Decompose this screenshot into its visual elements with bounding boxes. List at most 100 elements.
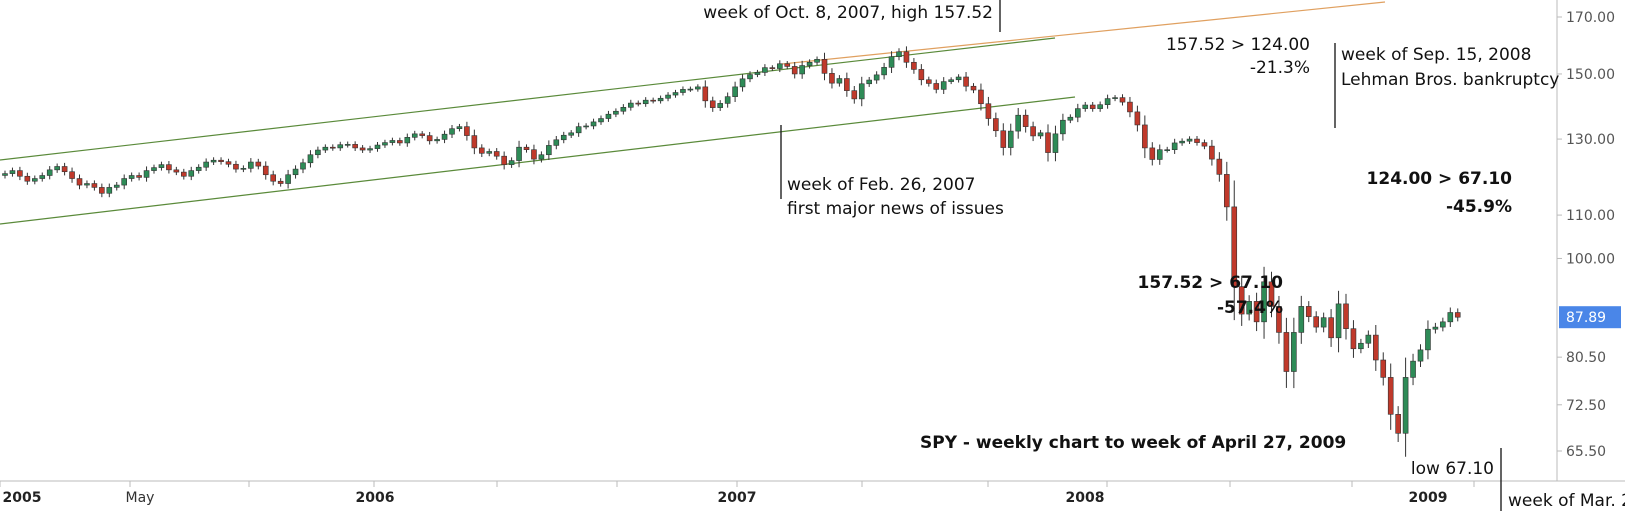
candle-down: [166, 161, 172, 174]
candle-body: [978, 89, 984, 105]
candle-up: [583, 123, 589, 130]
candle-body: [620, 107, 627, 112]
candle-body: [1447, 312, 1454, 323]
candle-up: [724, 92, 731, 108]
candle-up: [367, 145, 373, 153]
candle-body: [851, 90, 858, 100]
annotation-text: low 67.10: [1411, 459, 1494, 479]
candle-down: [352, 141, 358, 151]
candle-body: [732, 86, 738, 97]
candle-body: [382, 142, 388, 146]
annotation-feb2007: week of Feb. 26, 2007 first major news of…: [780, 125, 1004, 219]
candle-body: [99, 187, 105, 194]
candle-down: [1268, 271, 1275, 318]
candle-body: [31, 178, 38, 182]
candle-down: [829, 68, 835, 89]
candle-body: [799, 65, 805, 75]
candle-down: [478, 144, 485, 158]
candle-body: [665, 94, 671, 99]
candle-down: [1142, 115, 1148, 159]
candle-body: [1387, 377, 1394, 415]
candle-body: [240, 168, 247, 170]
candle-up: [881, 62, 887, 80]
candle-body: [1291, 332, 1297, 372]
candle-body: [1142, 124, 1148, 149]
annotation-drop3: 157.52 > 67.10 -57.4%: [1138, 273, 1284, 318]
candle-up: [203, 158, 209, 171]
candle-body: [248, 161, 254, 169]
candle-up: [195, 164, 202, 174]
candle-body: [39, 175, 46, 179]
candle-up: [1320, 312, 1327, 333]
candle-up: [106, 183, 113, 198]
candle-body: [1432, 326, 1439, 330]
candle-up: [1425, 320, 1431, 360]
candle-up: [9, 167, 16, 177]
candle-up: [836, 75, 843, 87]
candle-body: [1067, 116, 1074, 121]
candle-body: [493, 151, 500, 157]
candle-body: [9, 170, 16, 174]
candle-body: [203, 161, 209, 168]
candle-up: [1104, 94, 1111, 109]
candle-body: [1440, 321, 1446, 328]
candle-down: [650, 97, 656, 104]
candle-body: [1276, 306, 1282, 333]
candle-body: [1253, 301, 1260, 323]
candle-body: [1402, 377, 1409, 434]
candle-down: [978, 83, 984, 111]
candle-body: [784, 63, 791, 67]
candle-body: [695, 86, 701, 90]
candle-body: [866, 79, 873, 85]
candle-body: [419, 133, 426, 136]
candle-up: [337, 141, 344, 151]
candle-down: [262, 161, 269, 180]
candle-body: [441, 133, 448, 140]
candle-down: [397, 137, 403, 146]
candle-body: [709, 100, 716, 108]
candle-body: [911, 61, 917, 70]
candle-body: [1246, 301, 1252, 315]
candle-body: [300, 162, 306, 170]
candle-up: [613, 108, 619, 118]
candle-up: [858, 76, 865, 107]
candle-down: [911, 58, 917, 74]
candle-down: [99, 183, 105, 198]
candle-body: [322, 146, 329, 151]
candle-body: [1164, 149, 1170, 151]
candle-up: [657, 95, 664, 104]
candle-body: [1075, 108, 1081, 118]
candle-down: [1022, 109, 1029, 133]
candle-body: [292, 168, 299, 176]
annotation-text: -57.4%: [1217, 298, 1283, 318]
candle-body: [1395, 414, 1401, 434]
candle-body: [411, 133, 418, 138]
candle-body: [762, 67, 768, 73]
candle-body: [1194, 138, 1200, 143]
candle-down: [1276, 295, 1282, 344]
annotation-text: 157.52 > 67.10: [1138, 273, 1284, 293]
candle-body: [478, 147, 485, 154]
candle-body: [367, 148, 373, 151]
candle-up: [389, 137, 396, 146]
candle-body: [717, 103, 724, 108]
candle-up: [46, 166, 53, 180]
candle-down: [709, 96, 716, 112]
candle-up: [866, 76, 873, 87]
candle-up: [1075, 103, 1081, 123]
candle-body: [1112, 97, 1118, 99]
candle-up: [54, 163, 60, 173]
x-tick-label: 2006: [356, 490, 395, 506]
candle-down: [970, 83, 977, 94]
candle-body: [1127, 101, 1133, 113]
candle-body: [277, 180, 284, 184]
candle-body: [352, 144, 358, 149]
annotation-text: week of Mar. 2: [1508, 491, 1625, 511]
candle-up: [546, 140, 552, 160]
candle-up: [1246, 295, 1252, 321]
candle-body: [1209, 145, 1215, 160]
candle-body: [903, 51, 910, 63]
candle-down: [844, 72, 850, 97]
candle-down: [1000, 123, 1007, 156]
